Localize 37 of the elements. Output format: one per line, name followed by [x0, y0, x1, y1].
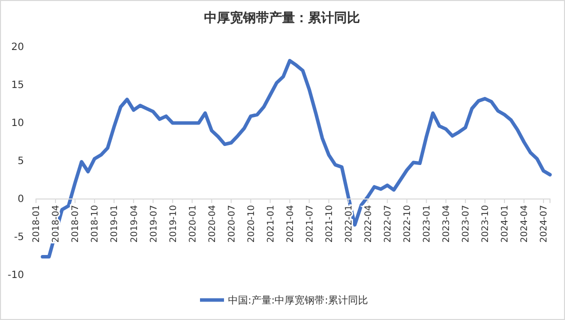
x-tick-label: 2020-01: [188, 205, 198, 243]
x-tick-label: 2020-04: [208, 204, 218, 243]
x-tick-label: 2021-04: [286, 204, 296, 243]
x-tick-label: 2018-07: [71, 205, 82, 243]
x-tick-label: 2021-10: [324, 204, 335, 243]
x-tick-label: 2023-10: [481, 204, 492, 243]
x-tick-label: 2023-04: [442, 204, 452, 243]
x-tick-label: 2022-04: [364, 204, 374, 243]
x-tick-label: 2024-07: [540, 205, 550, 243]
x-tick-label: 2018-01: [32, 205, 42, 243]
y-tick-label: 10: [11, 118, 24, 130]
x-tick-label: 2022-01: [344, 205, 354, 243]
y-tick-label: 15: [11, 80, 24, 92]
x-tick-label: 2022-10: [403, 204, 414, 243]
x-tick-label: 2020-07: [227, 205, 238, 243]
legend-label: 中国:产量:中厚宽钢带:累计同比: [228, 294, 368, 306]
x-tick-label: 2023-01: [422, 205, 433, 243]
x-tick-label: 2021-01: [266, 205, 276, 243]
y-tick-label: -5: [14, 232, 24, 244]
x-tick-label: 2019-10: [168, 204, 179, 243]
x-tick-label: 2019-01: [110, 205, 120, 243]
x-tick-label: 2018-10: [90, 204, 101, 243]
y-tick-label: 5: [18, 156, 24, 168]
y-tick-label: 0: [18, 194, 24, 206]
x-tick-label: 2019-04: [130, 204, 140, 243]
line-series: [40, 58, 552, 259]
y-tick-label: -10: [8, 270, 24, 282]
x-tick-label: 2024-04: [520, 204, 530, 243]
x-tick-label: 2022-07: [383, 205, 394, 243]
x-tick-label: 2020-10: [246, 204, 257, 243]
x-tick-label: 2019-07: [149, 205, 160, 243]
x-tick-label: 2024-01: [500, 205, 511, 243]
x-tick-label: 2023-07: [462, 205, 472, 243]
chart-title: 中厚宽钢带产量：累计同比: [204, 10, 360, 26]
y-tick-label: 20: [11, 42, 24, 54]
x-tick-label: 2018-04: [52, 204, 62, 243]
x-tick-label: 2021-07: [305, 205, 316, 243]
